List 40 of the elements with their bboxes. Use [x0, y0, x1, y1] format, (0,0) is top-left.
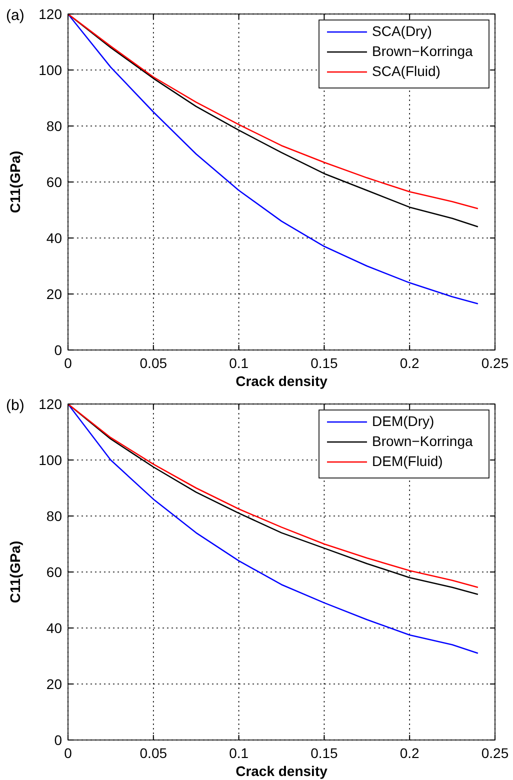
x-tick-label: 0.15 — [310, 745, 338, 761]
x-tick-label: 0 — [64, 745, 72, 761]
y-tick-label: 60 — [46, 564, 62, 580]
x-tick-label: 0.15 — [310, 355, 338, 371]
y-axis-title: C11(GPa) — [7, 150, 23, 214]
legend-label: Brown−Korringa — [372, 433, 473, 449]
x-tick-label: 0.25 — [481, 745, 509, 761]
x-tick-label: 0.05 — [140, 355, 168, 371]
x-tick-label: 0.1 — [229, 745, 249, 761]
y-tick-label: 60 — [46, 174, 62, 190]
legend-label: SCA(Dry) — [372, 23, 432, 39]
x-tick-label: 0.05 — [140, 745, 168, 761]
legend-label: DEM(Fluid) — [372, 453, 443, 469]
y-tick-label: 100 — [38, 452, 62, 468]
y-tick-label: 40 — [46, 620, 62, 636]
x-axis-title: Crack density — [236, 763, 328, 779]
x-axis-title: Crack density — [236, 373, 328, 389]
y-tick-label: 0 — [54, 732, 62, 748]
line-series — [67, 403, 479, 654]
legend-label: Brown−Korringa — [372, 43, 473, 59]
y-tick-label: 120 — [38, 396, 62, 412]
x-tick-label: 0.2 — [400, 355, 420, 371]
line-series — [67, 13, 479, 304]
y-tick-label: 20 — [46, 286, 62, 302]
y-tick-label: 100 — [38, 62, 62, 78]
y-tick-label: 80 — [46, 508, 62, 524]
y-tick-label: 0 — [54, 342, 62, 358]
x-tick-label: 0 — [64, 355, 72, 371]
y-tick-label: 80 — [46, 118, 62, 134]
y-tick-label: 20 — [46, 676, 62, 692]
x-tick-label: 0.2 — [400, 745, 420, 761]
y-axis-title: C11(GPa) — [7, 540, 23, 604]
text: (b) — [6, 397, 24, 414]
y-tick-label: 40 — [46, 230, 62, 246]
x-tick-label: 0.25 — [481, 355, 509, 371]
legend-label: SCA(Fluid) — [372, 63, 440, 79]
legend-label: DEM(Dry) — [372, 413, 434, 429]
text: (a) — [6, 7, 24, 24]
y-tick-label: 120 — [38, 6, 62, 22]
x-tick-label: 0.1 — [229, 355, 249, 371]
